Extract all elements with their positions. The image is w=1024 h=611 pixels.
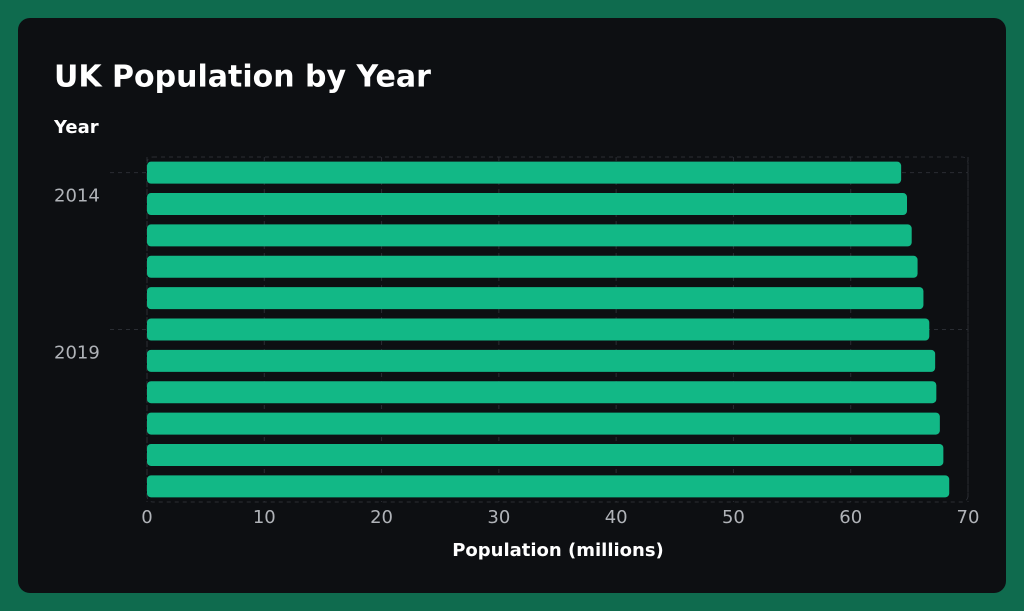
bar <box>147 443 944 466</box>
y-tick-label: 2019 <box>54 343 100 364</box>
bar <box>147 475 950 498</box>
x-tick-label: 60 <box>839 507 862 528</box>
y-tick-label: 2014 <box>54 186 100 207</box>
bar <box>147 224 912 247</box>
x-tick-label: 70 <box>957 507 980 528</box>
bar <box>147 287 924 310</box>
x-tick-label: 50 <box>722 507 745 528</box>
chart-title: UK Population by Year <box>54 60 431 95</box>
bar <box>147 318 930 341</box>
x-tick-label: 20 <box>370 507 393 528</box>
x-axis-title: Population (millions) <box>452 540 664 561</box>
bar <box>147 412 940 435</box>
bar <box>147 255 918 278</box>
bar <box>147 381 937 404</box>
x-tick-label: 40 <box>605 507 628 528</box>
bar <box>147 161 902 184</box>
x-tick-label: 10 <box>253 507 276 528</box>
x-tick-label: 30 <box>487 507 510 528</box>
bar <box>147 193 908 216</box>
bar <box>147 349 936 372</box>
y-axis-title: Year <box>53 117 99 138</box>
x-tick-label: 0 <box>141 507 152 528</box>
